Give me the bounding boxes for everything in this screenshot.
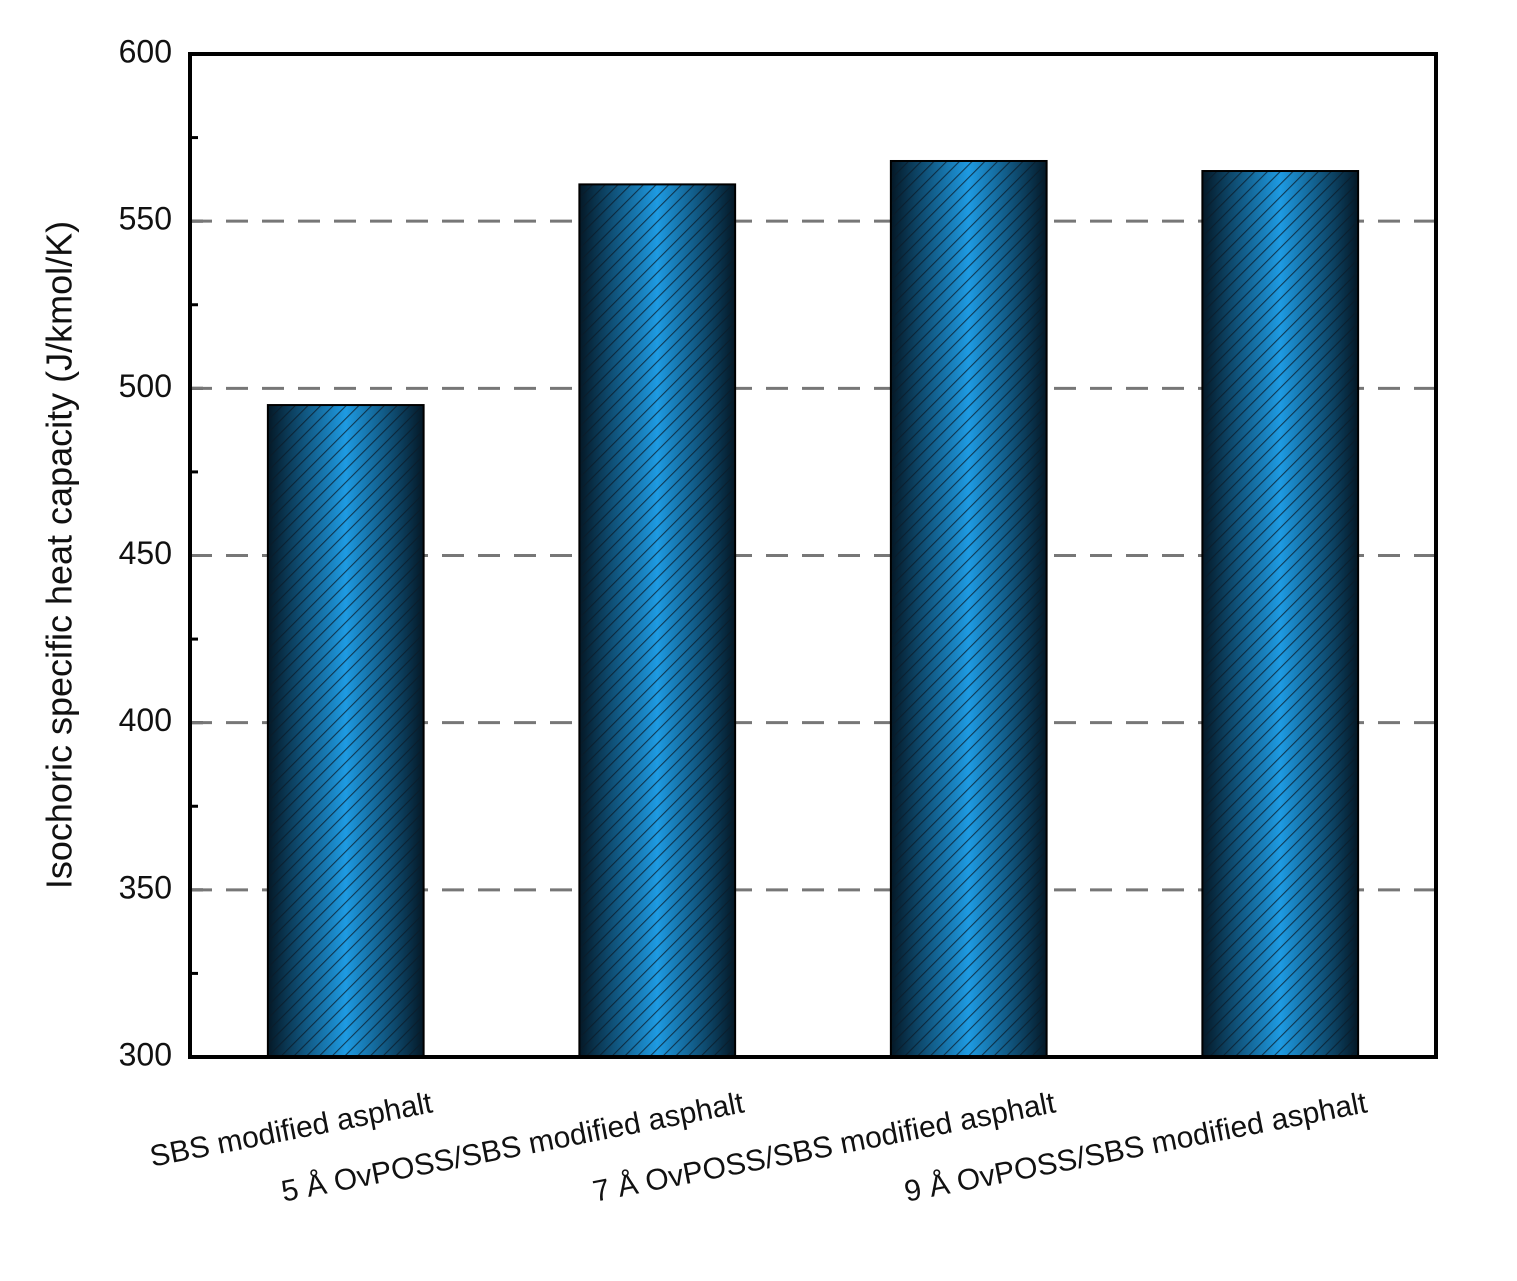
y-tick-label: 350 [119, 869, 172, 905]
y-tick-label: 300 [119, 1036, 172, 1072]
y-axis-title: Isochoric specific heat capacity (J/kmol… [39, 221, 80, 889]
bar-hatch [578, 183, 737, 1058]
y-tick-label: 600 [119, 33, 172, 69]
y-tick-label: 400 [119, 702, 172, 738]
y-tick-label: 450 [119, 535, 172, 571]
y-tick-label: 500 [119, 368, 172, 404]
y-tick-label: 550 [119, 201, 172, 237]
plot-frame [188, 52, 1438, 1059]
bar-hatch [889, 159, 1048, 1058]
bar-hatch [266, 404, 425, 1058]
bar-hatch [1201, 170, 1360, 1058]
